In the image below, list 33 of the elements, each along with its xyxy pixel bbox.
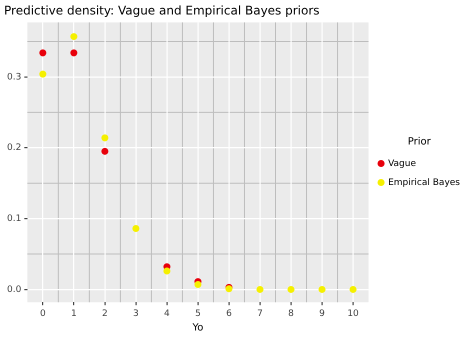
point xyxy=(70,33,78,40)
point xyxy=(70,49,78,56)
x-tick-label: 2 xyxy=(102,308,108,319)
y-tick-label: 0.1 xyxy=(6,214,22,224)
x-axis-title: Yo xyxy=(191,322,204,334)
point xyxy=(350,286,357,293)
x-tick-label: 5 xyxy=(195,308,201,319)
x-tick-label: 1 xyxy=(70,308,77,319)
point xyxy=(288,286,295,293)
point xyxy=(39,49,46,56)
point xyxy=(256,286,264,293)
point xyxy=(101,148,108,155)
y-tick-label: 0.2 xyxy=(6,143,22,154)
point xyxy=(101,134,108,142)
x-tick-label: 9 xyxy=(319,308,326,319)
x-tick-label: 7 xyxy=(257,308,263,319)
point xyxy=(318,286,326,293)
legend-label: Empirical Bayes xyxy=(388,178,460,188)
x-tick-label: 0 xyxy=(40,308,46,319)
point xyxy=(132,225,140,232)
legend-title: Prior xyxy=(408,136,432,148)
x-tick-label: 10 xyxy=(347,308,360,319)
point xyxy=(194,280,202,288)
y-tick-label: 0.0 xyxy=(6,284,22,295)
x-tick-label: 6 xyxy=(226,308,232,319)
point xyxy=(39,70,46,78)
chart-title: Predictive density: Vague and Empirical Bayes priors xyxy=(4,3,320,18)
x-tick-label: 3 xyxy=(133,308,139,319)
point xyxy=(163,268,170,275)
x-tick-label: 8 xyxy=(288,308,294,319)
x-tick-label: 4 xyxy=(164,308,170,319)
legend-label: Vague xyxy=(388,158,416,169)
y-tick-label: 0.3 xyxy=(6,72,22,82)
